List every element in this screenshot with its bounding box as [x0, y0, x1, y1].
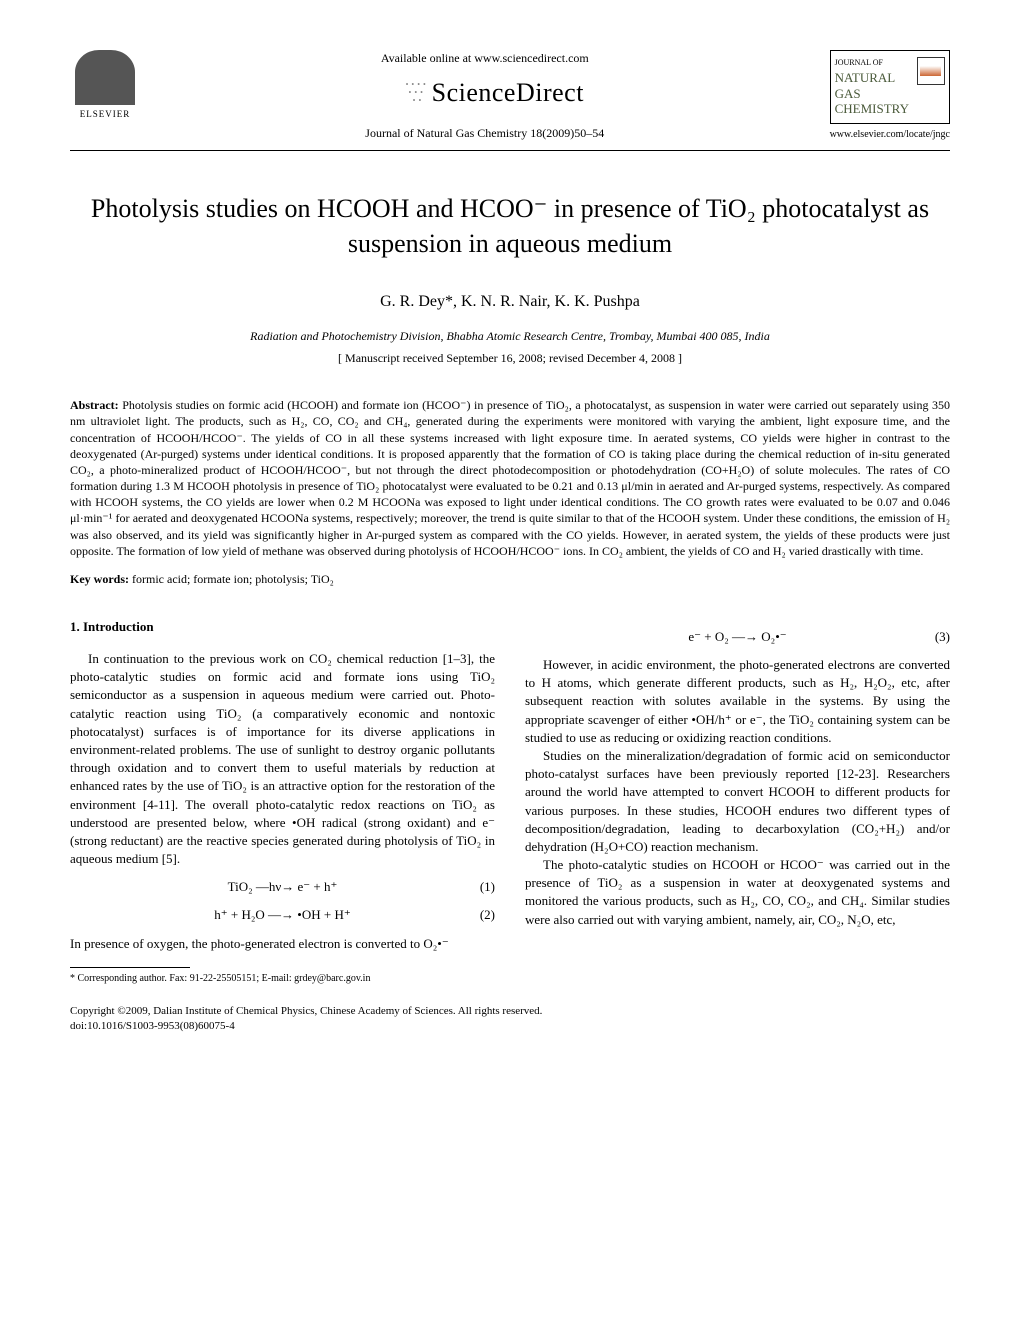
left-column: 1. Introduction In continuation to the p…	[70, 618, 495, 986]
right-paragraph-2: Studies on the mineralization/degradatio…	[525, 747, 950, 856]
elsevier-logo: ELSEVIER	[70, 50, 140, 130]
equation-2: h⁺ + H₂O —→ •OH + H⁺ (2)	[70, 906, 495, 924]
copyright-line-1: Copyright ©2009, Dalian Institute of Che…	[70, 1004, 950, 1019]
right-paragraph-3: The photo-catalytic studies on HCOOH or …	[525, 856, 950, 929]
keywords-text: formic acid; formate ion; photolysis; Ti…	[132, 572, 334, 586]
eq2-number: (2)	[480, 906, 495, 924]
journal-box-wrapper: JOURNAL OF NATURAL GAS CHEMISTRY www.els…	[830, 50, 950, 142]
eq3-number: (3)	[935, 628, 950, 646]
locate-url: www.elsevier.com/locate/jngc	[830, 128, 950, 142]
eq1-formula: TiO₂ —hν→ e⁻ + h⁺	[228, 879, 338, 894]
sciencedirect-logo: ScienceDirect	[386, 75, 584, 111]
authors-line: G. R. Dey*, K. N. R. Nair, K. K. Pushpa	[70, 291, 950, 313]
journal-cover-box: JOURNAL OF NATURAL GAS CHEMISTRY	[830, 50, 950, 124]
keywords-label: Key words:	[70, 572, 129, 586]
abstract-block: Abstract: Photolysis studies on formic a…	[70, 397, 950, 559]
manuscript-dates: [ Manuscript received September 16, 2008…	[70, 350, 950, 367]
footnote-divider	[70, 967, 190, 968]
article-title: Photolysis studies on HCOOH and HCOO⁻ in…	[70, 191, 950, 261]
header-divider	[70, 150, 950, 151]
eq3-formula: e⁻ + O₂ —→ O₂•⁻	[688, 629, 786, 644]
keywords-block: Key words: formic acid; formate ion; pho…	[70, 571, 950, 588]
copyright-block: Copyright ©2009, Dalian Institute of Che…	[70, 1004, 950, 1035]
right-paragraph-1: However, in acidic environment, the phot…	[525, 656, 950, 747]
equation-3: e⁻ + O₂ —→ O₂•⁻ (3)	[525, 628, 950, 646]
abstract-text: Photolysis studies on formic acid (HCOOH…	[70, 398, 950, 558]
right-column: e⁻ + O₂ —→ O₂•⁻ (3) However, in acidic e…	[525, 618, 950, 986]
elsevier-brand-text: ELSEVIER	[80, 108, 131, 121]
elsevier-tree-icon	[75, 50, 135, 105]
journal-box-line2: CHEMISTRY	[835, 101, 945, 117]
intro-paragraph-2: In presence of oxygen, the photo-generat…	[70, 935, 495, 953]
journal-reference: Journal of Natural Gas Chemistry 18(2009…	[140, 125, 830, 142]
available-online-text: Available online at www.sciencedirect.co…	[140, 50, 830, 67]
abstract-label: Abstract:	[70, 398, 119, 412]
sciencedirect-text: ScienceDirect	[432, 75, 584, 111]
eq2-formula: h⁺ + H₂O —→ •OH + H⁺	[214, 907, 350, 922]
section-1-heading: 1. Introduction	[70, 618, 495, 636]
affiliation: Radiation and Photochemistry Division, B…	[70, 328, 950, 345]
corresponding-author-footnote: * Corresponding author. Fax: 91-22-25505…	[70, 972, 495, 986]
page-header: ELSEVIER Available online at www.science…	[70, 50, 950, 142]
eq1-number: (1)	[480, 878, 495, 896]
journal-cover-icon	[917, 57, 945, 85]
sciencedirect-dots-icon	[386, 81, 426, 105]
two-column-body: 1. Introduction In continuation to the p…	[70, 618, 950, 986]
copyright-doi: doi:10.1016/S1003-9953(08)60075-4	[70, 1019, 950, 1034]
equation-1: TiO₂ —hν→ e⁻ + h⁺ (1)	[70, 878, 495, 896]
header-center: Available online at www.sciencedirect.co…	[140, 50, 830, 142]
intro-paragraph-1: In continuation to the previous work on …	[70, 650, 495, 868]
